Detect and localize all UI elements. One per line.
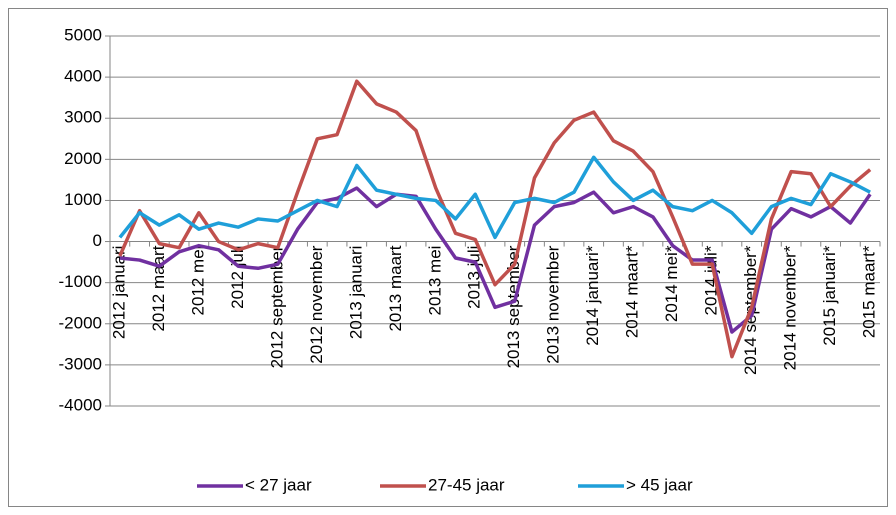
x-tick-label: 2015 januari* bbox=[820, 245, 839, 346]
y-tick-label: -2000 bbox=[59, 313, 102, 332]
legend-label: > 45 jaar bbox=[626, 475, 693, 494]
x-tick-label: 2014 maart* bbox=[623, 245, 642, 338]
y-tick-label: -4000 bbox=[59, 395, 102, 414]
series-line bbox=[118, 155, 871, 240]
legend-label: 27-45 jaar bbox=[428, 475, 505, 494]
y-tick-label: 2000 bbox=[64, 149, 102, 168]
x-tick-label: 2013 september bbox=[504, 245, 523, 368]
x-tick-label: 2014 november* bbox=[781, 245, 800, 370]
y-tick-label: 4000 bbox=[64, 67, 102, 86]
x-tick-label: 2012 september bbox=[267, 245, 286, 368]
x-tick-label: 2012 november bbox=[307, 245, 326, 363]
legend-label: < 27 jaar bbox=[245, 475, 312, 494]
x-tick-label: 2015 maart* bbox=[860, 245, 879, 338]
y-tick-label: 1000 bbox=[64, 190, 102, 209]
x-tick-label: 2013 november bbox=[544, 245, 563, 363]
x-tick-label: 2012 juli bbox=[228, 246, 247, 309]
series-line bbox=[118, 79, 872, 359]
x-tick-label: 2012 mei bbox=[188, 246, 207, 316]
x-tick-label: 2014 mei* bbox=[662, 245, 681, 322]
x-tick-label: 2013 mei bbox=[425, 246, 444, 316]
x-tick-label: 2012 maart bbox=[149, 245, 168, 331]
x-tick-label: 2013 maart bbox=[386, 245, 405, 331]
y-tick-label: 5000 bbox=[64, 25, 102, 44]
y-tick-label: 0 bbox=[93, 231, 102, 250]
y-tick-label: 3000 bbox=[64, 108, 102, 127]
x-tick-label: 2012 januari bbox=[109, 246, 128, 340]
chart-border bbox=[8, 8, 888, 507]
y-tick-label: -1000 bbox=[59, 272, 102, 291]
x-tick-label: 2014 januari* bbox=[583, 245, 602, 346]
x-tick-label: 2013 januari bbox=[346, 246, 365, 340]
y-tick-label: -3000 bbox=[59, 354, 102, 373]
